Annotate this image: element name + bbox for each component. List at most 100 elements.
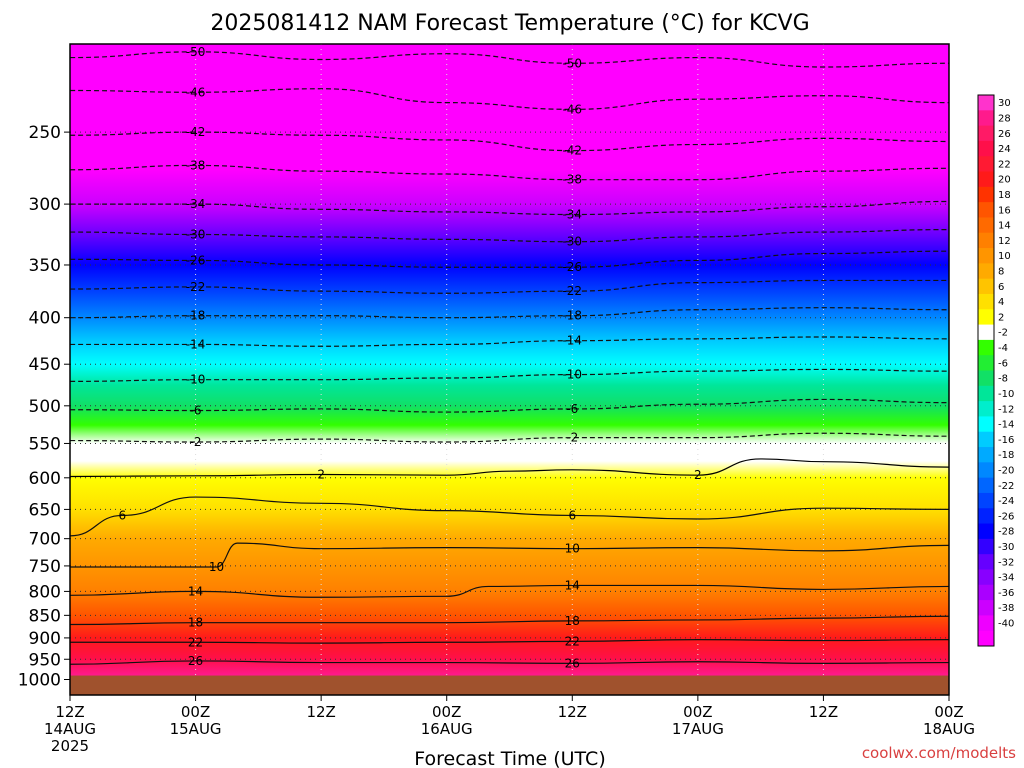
contour-label: -14 <box>562 334 582 348</box>
colorbar-label: -28 <box>998 527 1014 538</box>
colorbar-swatch <box>978 385 994 402</box>
colorbar-label: -2 <box>998 328 1008 339</box>
colorbar-swatch <box>978 508 994 525</box>
colorbar-swatch <box>978 125 994 142</box>
contour-label: -18 <box>186 309 206 323</box>
colorbar-swatch <box>978 278 994 295</box>
contour-line <box>70 432 949 443</box>
contour-line <box>70 542 949 568</box>
y-tick-label: 550 <box>29 434 61 454</box>
contour-label: -2 <box>566 431 578 445</box>
colorbar-label: -38 <box>998 603 1014 614</box>
x-tick-label: 00Z <box>432 703 461 721</box>
colorbar-swatch <box>978 171 994 188</box>
contour-label: -6 <box>566 402 578 416</box>
x-tick-label: 12Z <box>809 703 838 721</box>
colorbar-label: -8 <box>998 374 1008 385</box>
x-tick-label: 00Z <box>683 703 712 721</box>
contour-label: -26 <box>186 253 206 267</box>
colorbar-swatch <box>978 569 994 586</box>
colorbar-label: 6 <box>998 282 1004 293</box>
contour-line <box>70 496 949 537</box>
y-tick-label: 900 <box>29 629 61 649</box>
colorbar-swatch <box>978 431 994 448</box>
contour-label: -50 <box>186 45 206 59</box>
contour-lines: -50-50-46-46-42-42-38-38-34-34-30-30-26-… <box>70 45 949 670</box>
contour-line <box>70 200 949 216</box>
colorbar-label: 12 <box>998 236 1011 247</box>
colorbar-swatch <box>978 140 994 157</box>
colorbar-label: -34 <box>998 573 1014 584</box>
contour-label: -30 <box>186 227 206 241</box>
colorbar-swatch <box>978 600 994 616</box>
y-tick-label: 300 <box>29 195 61 215</box>
contour-line <box>70 639 949 644</box>
plot-area: -50-50-46-46-42-42-38-38-34-34-30-30-26-… <box>70 44 949 695</box>
contour-line <box>70 336 949 347</box>
colorbar-label: -22 <box>998 481 1014 492</box>
contour-line <box>70 131 949 152</box>
contour-label: -14 <box>186 337 206 351</box>
colorbar-swatch <box>978 95 994 111</box>
colorbar-label: 30 <box>998 98 1011 109</box>
y-tick-label: 800 <box>29 582 61 602</box>
contour-label: 2 <box>694 468 702 482</box>
colorbar-label: 8 <box>998 267 1004 278</box>
colorbar-swatch <box>978 538 994 555</box>
contour-line <box>70 660 949 665</box>
contour-label: -50 <box>562 56 582 70</box>
contour-label: -22 <box>186 280 206 294</box>
colorbar-frame <box>977 94 995 647</box>
x-tick-label: 00Z <box>934 703 963 721</box>
contour-line <box>70 368 949 382</box>
x-tick-label: 12Z <box>306 703 335 721</box>
contour-label: 14 <box>565 578 580 592</box>
y-tick-label: 750 <box>29 557 61 577</box>
x-tick-label: 2025 <box>51 737 89 755</box>
contour-label: 22 <box>565 634 580 648</box>
y-tick-label: 250 <box>29 123 61 143</box>
contour-label: -22 <box>562 284 582 298</box>
colorbar-label: -4 <box>998 343 1008 354</box>
x-axis-label: Forecast Time (UTC) <box>414 748 605 768</box>
colorbar-swatch <box>978 370 994 387</box>
colorbar-swatch <box>978 447 994 463</box>
colorbar-swatch <box>978 293 994 310</box>
colorbar-label: 14 <box>998 221 1011 232</box>
colorbar-label: -6 <box>998 358 1008 369</box>
contour-label: 18 <box>565 614 580 628</box>
contour-line <box>70 307 949 319</box>
contour-line <box>70 164 949 181</box>
colorbar-swatch <box>978 615 994 632</box>
colorbar-label: -26 <box>998 511 1014 522</box>
contour-label: -46 <box>562 102 582 116</box>
x-tick-label: 14AUG <box>44 720 96 738</box>
contour-label: 14 <box>188 584 203 598</box>
contour-label: -46 <box>186 85 206 99</box>
colorbar-swatch <box>978 186 994 203</box>
colorbar-label: -10 <box>998 389 1014 400</box>
colorbar-label: -24 <box>998 496 1014 507</box>
colorbar-label: -12 <box>998 404 1014 415</box>
contour-label: 6 <box>568 508 576 522</box>
contour-label: -34 <box>562 207 582 221</box>
credit-text: coolwx.com/modelts <box>862 744 1016 762</box>
chart-title: 2025081412 NAM Forecast Temperature (°C)… <box>210 11 809 36</box>
contour-line <box>70 250 949 268</box>
x-tick-label: 18AUG <box>923 720 975 738</box>
plot-frame <box>69 43 950 696</box>
contour-label: -42 <box>186 125 206 139</box>
colorbar-label: 18 <box>998 190 1011 201</box>
x-tick-label: 00Z <box>181 703 210 721</box>
colorbar-swatch <box>978 554 994 570</box>
y-axis: 250 300 350 400 450 500 550 600 650 700 750 800 850 9… <box>18 123 70 691</box>
colorbar-swatch <box>978 232 994 249</box>
y-tick-label: 950 <box>29 650 61 670</box>
colorbar-swatch <box>978 217 994 234</box>
colorbar-label: 4 <box>998 297 1004 308</box>
y-tick-label: 700 <box>29 530 61 550</box>
x-tick-label: 12Z <box>55 703 84 721</box>
contour-label: 22 <box>188 635 203 649</box>
